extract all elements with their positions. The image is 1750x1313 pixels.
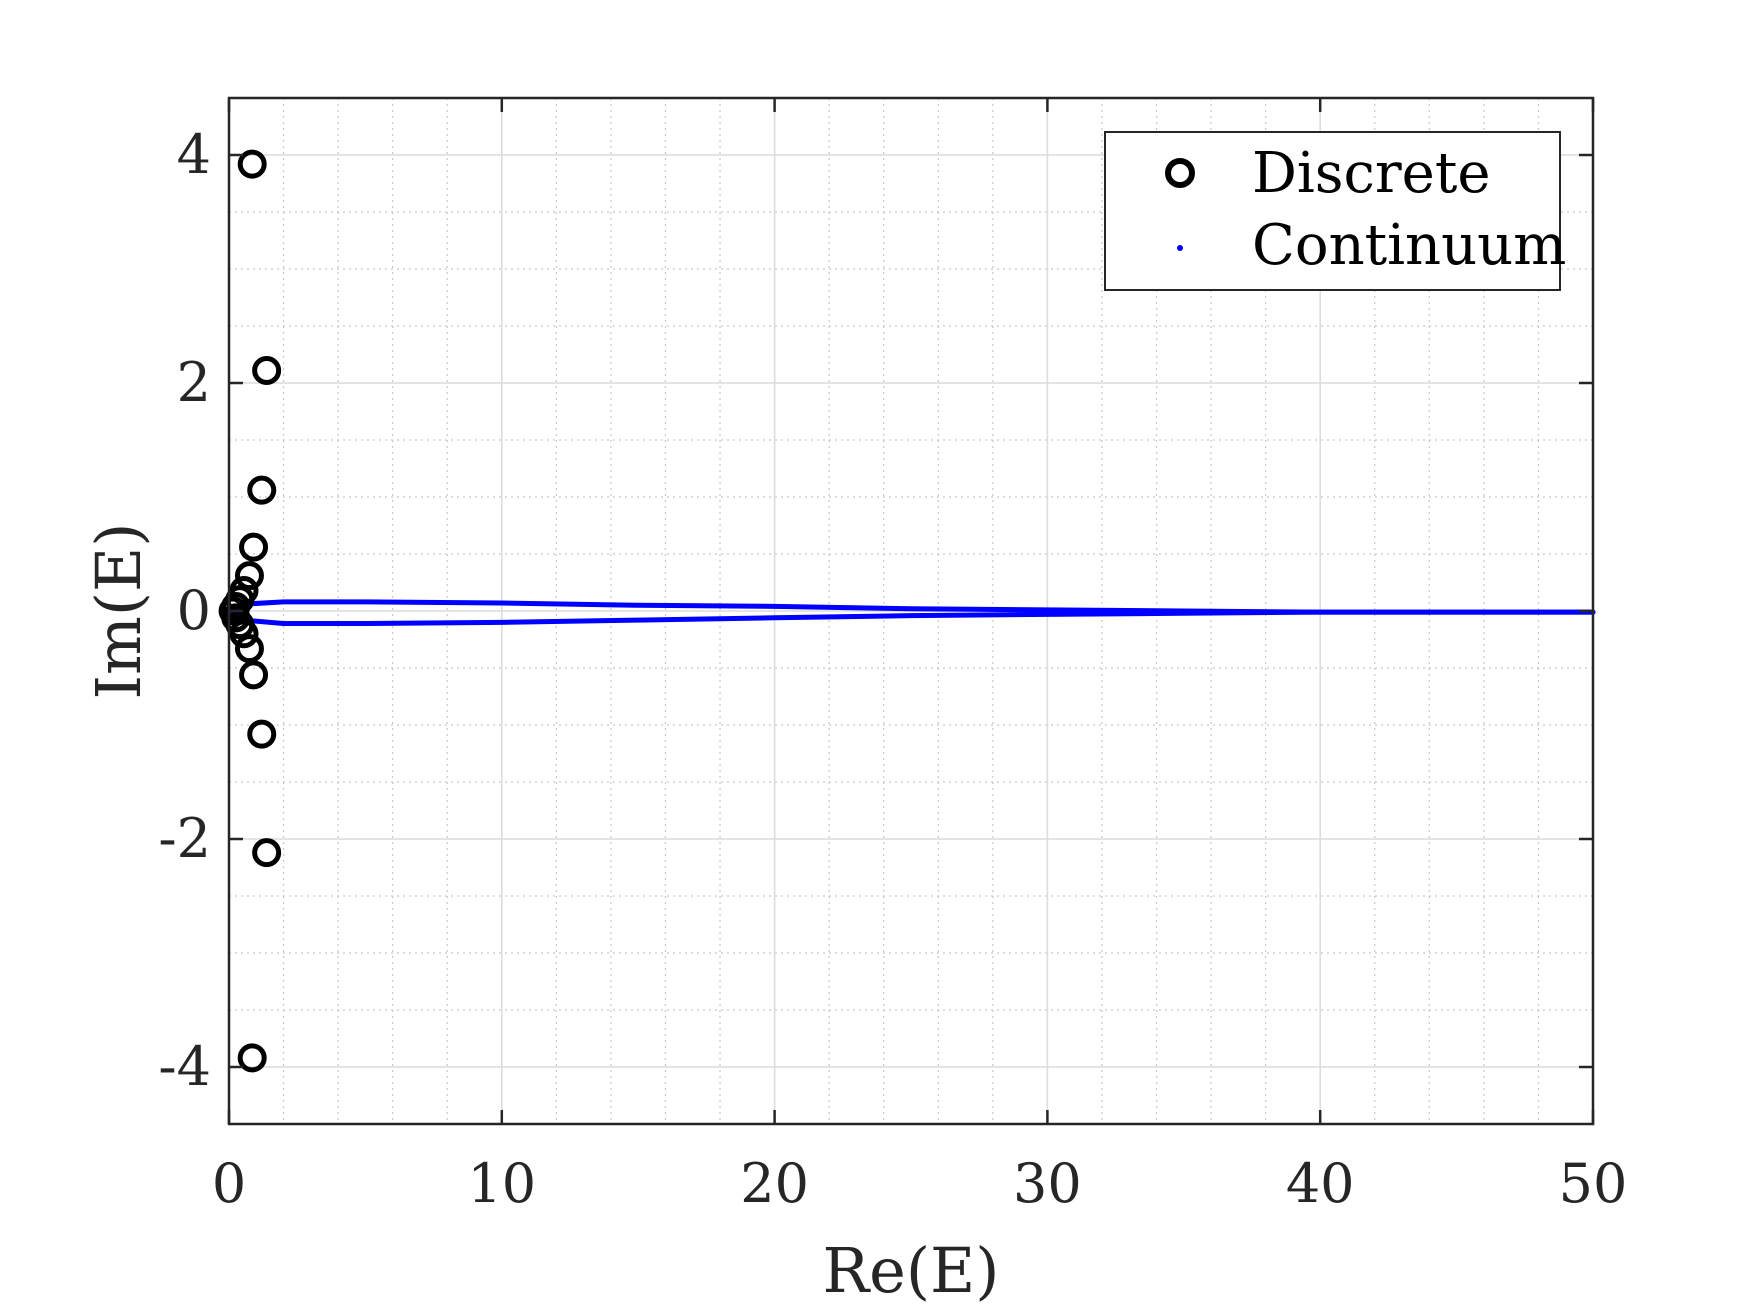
x-axis-label: Re(E) <box>822 1234 999 1307</box>
x-tick-label: 0 <box>212 1152 246 1215</box>
y-tick-label: -4 <box>158 1035 211 1098</box>
discrete-point-14 <box>239 660 269 690</box>
discrete-point-4 <box>239 532 269 562</box>
y-tick-label: 4 <box>177 123 211 186</box>
x-tick-label: 50 <box>1559 1152 1628 1215</box>
discrete-point-5 <box>234 561 264 591</box>
discrete-point-1 <box>237 149 267 179</box>
legend-marker-continuum <box>1177 245 1183 251</box>
y-axis-label: Im(E) <box>82 523 155 700</box>
discrete-point-16 <box>252 838 282 868</box>
legend: Discrete Continuum <box>1104 131 1566 291</box>
y-tick-label: 0 <box>177 579 211 642</box>
discrete-point-15 <box>247 719 277 749</box>
x-tick-label: 10 <box>467 1152 536 1215</box>
discrete-point-13 <box>234 634 264 664</box>
legend-marker-discrete <box>1165 158 1195 188</box>
y-tick-label: -2 <box>158 807 211 870</box>
x-tick-label: 40 <box>1286 1152 1355 1215</box>
axis-ticks <box>227 98 1595 1124</box>
discrete-point-12 <box>229 619 259 649</box>
y-tick-label: 2 <box>177 351 211 414</box>
discrete-point-17 <box>237 1043 267 1073</box>
x-tick-label: 30 <box>1013 1152 1082 1215</box>
x-tick-label: 20 <box>740 1152 809 1215</box>
discrete-point-2 <box>252 355 282 385</box>
discrete-point-3 <box>247 475 277 505</box>
legend-label-continuum: Continuum <box>1252 213 1566 278</box>
legend-label-discrete: Discrete <box>1252 141 1490 206</box>
tick-labels: 0 10 20 30 40 50 -4 -2 0 2 4 <box>158 123 1627 1215</box>
continuum-branch-2 <box>226 608 1596 626</box>
series-layer <box>218 149 1596 1073</box>
